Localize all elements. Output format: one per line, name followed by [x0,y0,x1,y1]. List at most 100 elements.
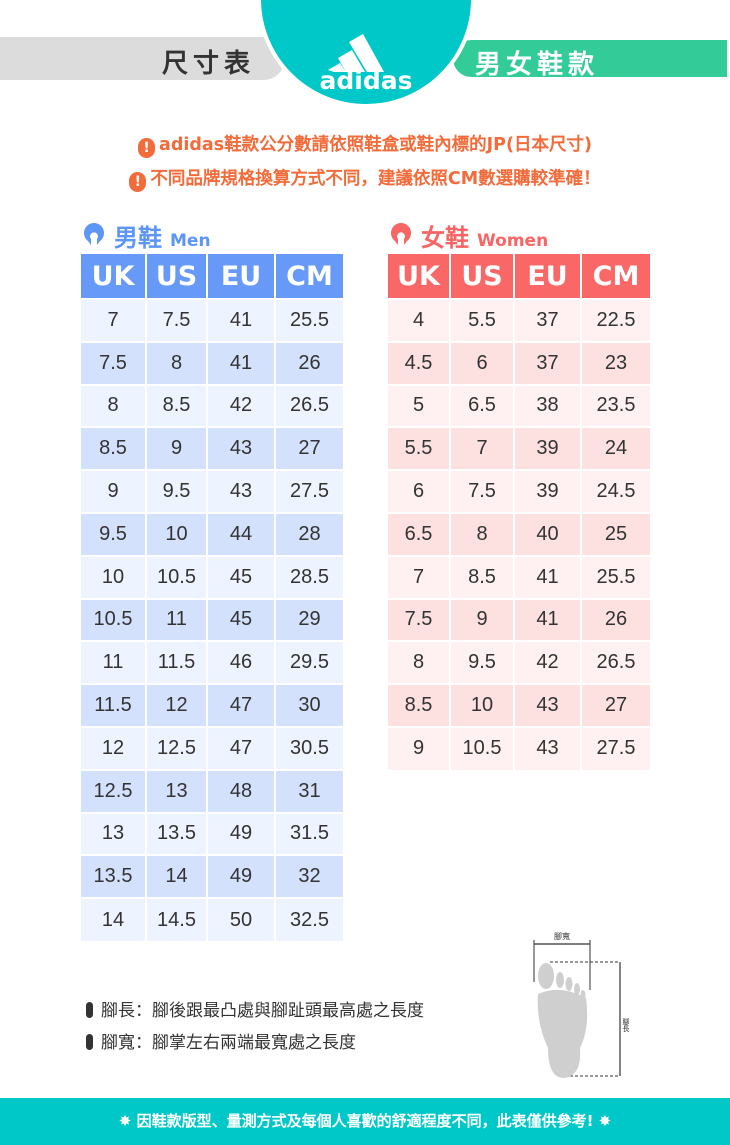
size-cell: 27.5 [275,469,343,513]
men-subtitle: Men [170,231,211,251]
size-cell: 44 [207,511,276,556]
size-cell: 10 [81,554,147,599]
size-cell: 43 [207,426,276,471]
size-cell: 11.5 [146,640,208,685]
definition-item: 腳長：腳後跟最凸處與腳趾頭最高處之長度 [86,995,424,1027]
table-row: 10.5 11 45 29 [81,597,343,642]
size-cell: 14.5 [146,897,208,941]
size-cell: 6.5 [388,511,451,556]
size-cell: 23.5 [581,383,650,428]
size-cell: 10.5 [81,597,147,642]
foot-width-label: 腳寬 [554,931,570,941]
size-cell: 4.5 [388,340,451,385]
size-cell: 48 [207,768,276,813]
size-cell: 22.5 [581,298,650,342]
table-row: 5 6.5 38 23.5 [388,383,650,428]
men-size-table: UK US EU CM 7 7.5 41 25.5 7.5 8 41 26 8 8.5 42 26.5 8.5 9… [81,254,343,941]
notice-item: ! 不同品牌規格換算方式不同，建議依照CM數選購較準確！ [0,162,730,196]
size-cell: 4 [388,298,451,342]
exclamation-icon: ! [138,138,156,158]
table-row: 11.5 12 47 30 [81,683,343,727]
women-title: 女鞋 [421,224,469,252]
size-cell: 31.5 [275,811,343,856]
size-cell: 11 [146,597,208,642]
women-subtitle: Women [477,231,549,251]
size-cell: 49 [207,854,276,899]
size-cell: 32 [275,854,343,899]
column-header: UK [81,254,147,299]
size-cell: 8 [450,511,515,556]
size-cell: 7.5 [81,340,147,385]
size-cell: 13 [146,768,208,813]
notice-item: ! adidas鞋款公分數請依照鞋盒或鞋內標的JP(日本尺寸) [0,128,730,162]
column-header: US [450,254,515,299]
adidas-logo: adidas [320,34,412,90]
size-cell: 40 [514,511,582,556]
table-row: 9 9.5 43 27.5 [81,469,343,513]
notice-text: 不同品牌規格換算方式不同，建議依照CM數選購較準確！ [150,169,601,189]
size-cell: 10.5 [450,725,515,770]
size-cell: 7 [388,554,451,599]
notice-text: adidas鞋款公分數請依照鞋盒或鞋內標的JP(日本尺寸) [159,135,592,155]
size-cell: 12.5 [146,725,208,770]
size-cell: 26.5 [275,383,343,428]
table-row: 12.5 13 48 31 [81,768,343,813]
size-cell: 12 [146,683,208,727]
size-chart-label-bar: 尺寸表 [0,37,285,80]
table-row: 10 10.5 45 28.5 [81,554,343,599]
size-cell: 12.5 [81,768,147,813]
size-cell: 45 [207,597,276,642]
measurement-definitions: 腳長：腳後跟最凸處與腳趾頭最高處之長度 腳寬：腳掌左右兩端最寬處之長度 [86,995,424,1059]
bullet-icon [86,1034,93,1050]
size-cell: 9 [146,426,208,471]
women-section-title: 女鞋 Women [389,218,548,253]
size-cell: 26 [581,597,650,642]
table-row: 8.5 10 43 27 [388,683,650,727]
size-cell: 39 [514,469,582,513]
definition-item: 腳寬：腳掌左右兩端最寬處之長度 [86,1027,424,1059]
size-cell: 7.5 [388,597,451,642]
size-cell: 28 [275,511,343,556]
size-cell: 26 [275,340,343,385]
size-cell: 30 [275,683,343,727]
size-cell: 10 [450,683,515,727]
size-cell: 12 [81,725,147,770]
size-cell: 42 [514,640,582,685]
size-cell: 41 [514,597,582,642]
size-cell: 11.5 [81,683,147,727]
size-cell: 37 [514,298,582,342]
size-cell: 31 [275,768,343,813]
size-cell: 13 [81,811,147,856]
size-cell: 9.5 [146,469,208,513]
table-row: 9.5 10 44 28 [81,511,343,556]
size-cell: 46 [207,640,276,685]
size-cell: 7 [81,298,147,342]
column-header: EU [207,254,276,299]
men-title: 男鞋 [114,224,162,252]
table-row: 12 12.5 47 30.5 [81,725,343,770]
size-cell: 9.5 [450,640,515,685]
size-cell: 9 [450,597,515,642]
disclaimer-text: ✸ 因鞋款版型、量測方式及每個人喜歡的舒適程度不同，此表僅供參考! ✸ [118,1112,612,1130]
exclamation-icon: ! [129,172,147,192]
column-header: CM [581,254,650,299]
column-header: CM [275,254,343,299]
disclaimer-footer: ✸ 因鞋款版型、量測方式及每個人喜歡的舒適程度不同，此表僅供參考! ✸ [0,1098,730,1145]
size-cell: 41 [514,554,582,599]
size-cell: 27 [581,683,650,727]
size-cell: 8.5 [388,683,451,727]
size-cell: 11 [81,640,147,685]
men-section-title: 男鞋 Men [82,218,211,253]
notice-list: ! adidas鞋款公分數請依照鞋盒或鞋內標的JP(日本尺寸) ! 不同品牌規格換算… [0,128,730,196]
table-row: 6.5 8 40 25 [388,511,650,556]
size-cell: 41 [207,298,276,342]
table-row: 4 5.5 37 22.5 [388,298,650,342]
size-cell: 8 [81,383,147,428]
size-cell: 8.5 [450,554,515,599]
size-cell: 14 [146,854,208,899]
size-cell: 25 [581,511,650,556]
size-cell: 8 [146,340,208,385]
table-row: 9 10.5 43 27.5 [388,725,650,770]
size-cell: 5.5 [388,426,451,471]
table-row: 7 7.5 41 25.5 [81,298,343,342]
